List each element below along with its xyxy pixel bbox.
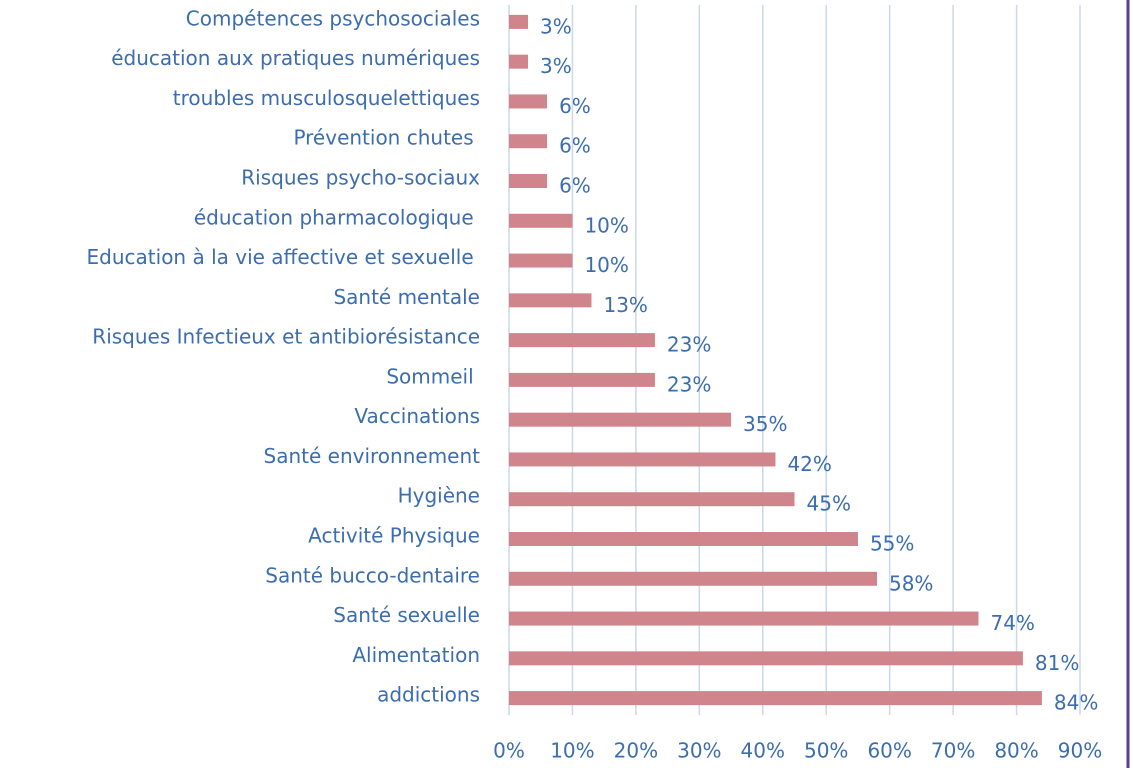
value-label: 74% — [990, 611, 1034, 635]
y-tick-label: Compétences psychosociales — [186, 6, 480, 30]
y-tick-label: éducation pharmacologique — [194, 205, 480, 229]
bar — [509, 174, 548, 188]
value-label: 58% — [889, 571, 933, 595]
x-tick-label: 60% — [867, 739, 911, 763]
value-label: 35% — [743, 412, 787, 436]
value-label: 10% — [584, 253, 628, 277]
value-label: 6% — [559, 94, 591, 118]
bar — [509, 94, 548, 109]
y-tick-label: troubles musculosquelettiques — [173, 86, 480, 110]
x-tick-label: 70% — [931, 739, 975, 763]
y-tick-label: Prévention chutes — [293, 126, 480, 150]
bar — [509, 134, 548, 149]
bar — [509, 293, 592, 308]
x-tick-label: 50% — [804, 739, 848, 763]
y-tick-label: Hygiène — [398, 484, 480, 508]
bar — [509, 691, 1042, 706]
y-tick-label: Risques Infectieux et antibiorésistance — [92, 325, 480, 349]
value-label: 84% — [1054, 691, 1098, 715]
x-tick-label: 40% — [741, 739, 785, 763]
bar — [509, 253, 573, 268]
bar — [509, 571, 877, 586]
bar — [509, 492, 795, 507]
y-tick-label: Santé bucco-dentaire — [265, 563, 480, 587]
x-tick-label: 0% — [493, 739, 525, 763]
bar — [509, 412, 732, 427]
value-label: 3% — [540, 54, 572, 78]
y-tick-label: addictions — [377, 683, 480, 707]
bar — [509, 333, 655, 348]
bar — [509, 532, 858, 546]
value-label: 45% — [807, 492, 851, 516]
bar — [509, 213, 573, 228]
x-tick-label: 30% — [677, 739, 721, 763]
value-label: 23% — [667, 333, 711, 357]
y-tick-label: Education à la vie affective et sexuelle — [87, 245, 480, 269]
value-label: 81% — [1035, 651, 1079, 675]
value-label: 42% — [787, 452, 831, 476]
y-tick-label: éducation aux pratiques numériques — [111, 46, 480, 70]
x-tick-label: 10% — [550, 739, 594, 763]
y-tick-label: Activité Physique — [308, 524, 480, 548]
bar — [509, 54, 529, 69]
bar — [509, 651, 1023, 666]
value-label: 6% — [559, 134, 591, 158]
x-tick-label: 80% — [994, 739, 1038, 763]
y-tick-label: Santé sexuelle — [333, 603, 480, 627]
y-tick-label: Sommeil — [386, 364, 480, 388]
y-tick-label: Santé mentale — [333, 285, 480, 309]
value-label: 10% — [584, 213, 628, 237]
y-tick-label: Vaccinations — [354, 404, 480, 428]
value-label: 6% — [559, 174, 591, 198]
bar — [509, 452, 776, 467]
value-label: 23% — [667, 372, 711, 396]
x-tick-label: 90% — [1058, 739, 1102, 763]
bar — [509, 14, 529, 29]
value-label: 3% — [540, 14, 572, 38]
x-tick-label: 20% — [614, 739, 658, 763]
value-label: 55% — [870, 532, 914, 556]
y-tick-label: Risques psycho-sociaux — [241, 166, 480, 190]
y-tick-label: Santé environnement — [264, 444, 481, 468]
y-tick-label: Alimentation — [352, 643, 480, 667]
bar — [509, 372, 655, 387]
value-label: 13% — [603, 293, 647, 317]
bar — [509, 611, 979, 626]
